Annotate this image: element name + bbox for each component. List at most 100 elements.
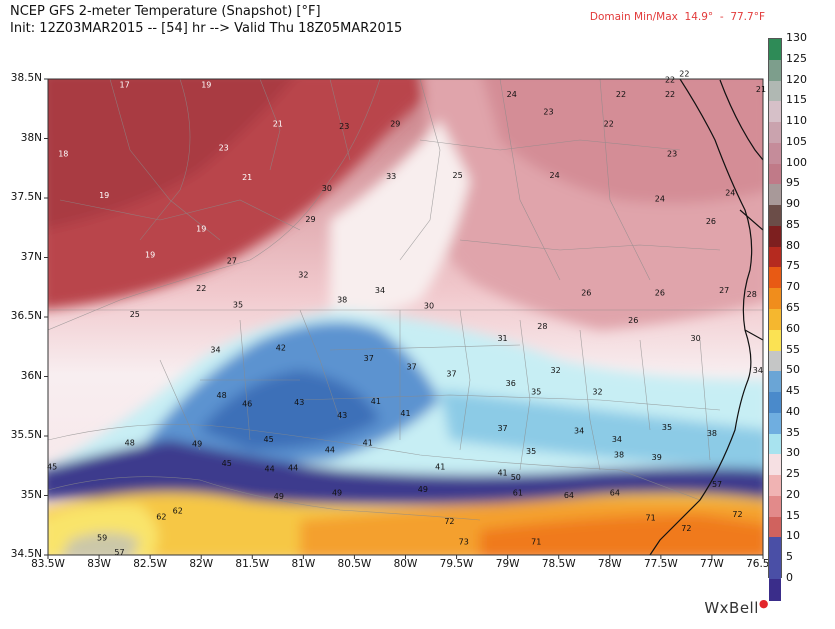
temperature-value: 73 (459, 537, 469, 546)
temperature-value: 32 (298, 271, 308, 280)
lon-label: 80.5W (337, 558, 372, 570)
lon-label: 83W (87, 558, 111, 570)
lon-label: 78.5W (541, 558, 576, 570)
temperature-value: 22 (616, 90, 626, 99)
temperature-value: 41 (363, 439, 373, 448)
temperature-value: 43 (337, 411, 347, 420)
temperature-value: 34 (612, 435, 622, 444)
colorbar-segment (769, 433, 781, 456)
colorbar-segment (769, 101, 781, 124)
colorbar-segment (769, 205, 781, 227)
colorbar-segment (769, 80, 781, 103)
temperature-value: 19 (201, 80, 211, 89)
colorbar-label: 30 (786, 446, 800, 460)
temperature-value: 18 (58, 149, 68, 158)
temperature-value: 19 (145, 251, 155, 260)
colorbar-segment (769, 558, 781, 580)
temperature-value: 37 (364, 354, 374, 363)
temperature-value: 29 (390, 120, 400, 129)
colorbar-segment (769, 246, 781, 269)
colorbar-segment (769, 288, 781, 310)
temperature-value: 32 (551, 366, 561, 375)
temperature-value: 34 (210, 346, 220, 355)
temperature-value: 50 (511, 473, 521, 482)
lon-label: 79W (495, 558, 520, 570)
lon-label: 77.5W (643, 558, 678, 570)
lon-label: 82.5W (133, 558, 168, 570)
temperature-value: 46 (242, 399, 252, 408)
temperature-value: 31 (497, 334, 507, 343)
colorbar-segment (769, 267, 781, 290)
temperature-value: 45 (47, 462, 57, 471)
colorbar-label: 120 (786, 72, 807, 86)
colorbar-label: 40 (786, 404, 800, 418)
temperature-value: 21 (756, 85, 766, 94)
colorbar-segment (769, 184, 781, 207)
colorbar-segment (769, 412, 781, 435)
map-subtitle: Init: 12Z03MAR2015 -- [54] hr --> Valid … (10, 21, 403, 36)
colorbar-segment (769, 59, 781, 82)
temperature-value: 61 (513, 489, 523, 498)
temperature-value: 21 (242, 173, 252, 182)
temperature-value: 25 (452, 171, 462, 180)
colorbar-label: 90 (786, 197, 800, 211)
colorbar-label: 65 (786, 301, 800, 314)
temperature-value: 36 (506, 379, 516, 388)
temperature-value: 24 (507, 90, 517, 99)
map-field (48, 79, 763, 555)
temperature-value: 27 (719, 286, 729, 295)
colorbar-label: 85 (786, 217, 800, 231)
temperature-value: 72 (444, 517, 454, 526)
temperature-value: 35 (526, 447, 536, 456)
temperature-value: 34 (574, 427, 584, 436)
colorbar-label: 60 (786, 321, 800, 335)
lat-label: 37N (20, 250, 42, 263)
temperature-value: 22 (665, 76, 675, 85)
colorbar-segment (769, 495, 781, 518)
lon-label: 81.5W (235, 558, 270, 570)
temperature-value: 35 (531, 387, 541, 396)
temperature-value: 37 (407, 362, 417, 371)
colorbar-segment (769, 350, 781, 373)
colorbar-segment (769, 537, 781, 560)
temperature-value: 33 (386, 172, 396, 181)
colorbar-segment (769, 371, 781, 394)
lat-label: 38.5N (10, 72, 42, 84)
colorbar-label: 35 (786, 425, 800, 439)
colorbar-label: 125 (786, 51, 807, 65)
lat-label: 37.5N (10, 191, 42, 203)
temperature-value: 30 (424, 302, 434, 311)
lon-label: 77W (700, 558, 724, 570)
temperature-value: 45 (222, 459, 232, 468)
temperature-value: 38 (337, 296, 347, 305)
colorbar-label: 20 (786, 487, 800, 501)
temperature-value: 19 (99, 191, 109, 200)
temperature-value: 57 (114, 548, 124, 557)
lon-label: 79.5W (439, 558, 474, 570)
temperature-value: 57 (712, 480, 722, 489)
colorbar-segment (769, 516, 781, 539)
colorbar-segment (769, 163, 781, 186)
temperature-value: 62 (173, 506, 183, 515)
temperature-value: 34 (375, 286, 385, 295)
temperature-value: 44 (325, 446, 335, 455)
temperature-value: 49 (192, 440, 202, 449)
temperature-value: 64 (564, 491, 574, 500)
temperature-value: 24 (550, 171, 560, 180)
lon-label: 83.5W (31, 558, 65, 570)
colorbar-label: 130 (786, 31, 807, 44)
lon-label: 81W (291, 558, 316, 570)
temperature-value: 44 (288, 464, 298, 473)
temperature-value: 21 (273, 120, 283, 129)
temperature-value: 28 (537, 322, 547, 331)
colorbar-segment (769, 39, 781, 61)
colorbar-label: 25 (786, 467, 800, 481)
lon-label: 80W (393, 558, 418, 570)
temperature-value: 43 (294, 398, 304, 407)
temperature-value: 64 (610, 489, 620, 498)
temperature-value: 24 (725, 189, 735, 198)
colorbar-label: 5 (786, 550, 793, 564)
temperature-value: 41 (497, 468, 507, 477)
brand-dot-icon: ● (758, 597, 769, 610)
temperature-value: 71 (531, 537, 541, 546)
